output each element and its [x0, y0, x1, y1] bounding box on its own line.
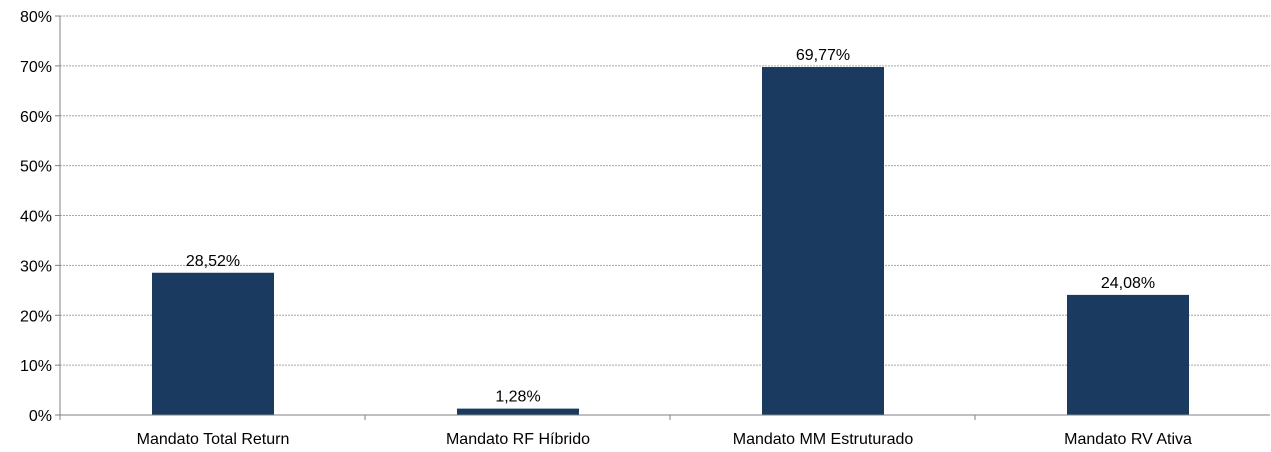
- data-label: 28,52%: [186, 253, 240, 270]
- y-tick-label: 10%: [20, 358, 52, 375]
- bar-1: [152, 272, 274, 415]
- x-tick-label: Mandato Total Return: [137, 431, 290, 448]
- y-tick-label: 40%: [20, 209, 52, 226]
- y-tick-label: 80%: [20, 9, 52, 26]
- x-tick-label: Mandato RF Híbrido: [446, 431, 590, 448]
- bars: [152, 67, 1189, 415]
- x-tick-label: Mandato RV Ativa: [1064, 431, 1192, 448]
- data-label: 69,77%: [796, 47, 850, 64]
- y-tick-label: 50%: [20, 159, 52, 176]
- y-tick-label: 0%: [29, 408, 52, 425]
- axes: [55, 15, 1270, 420]
- bar-4: [1067, 294, 1189, 415]
- data-label: 1,28%: [495, 389, 540, 406]
- bar-2: [457, 408, 579, 415]
- x-tick-label: Mandato MM Estruturado: [733, 431, 914, 448]
- y-tick-label: 60%: [20, 109, 52, 126]
- labels: 0% 10% 20% 30% 40% 50% 60% 70% 80% 28,52% Mandato …: [20, 9, 1192, 448]
- data-label: 24,08%: [1101, 275, 1155, 292]
- y-tick-label: 30%: [20, 258, 52, 275]
- y-tick-label: 20%: [20, 308, 52, 325]
- bar-3: [762, 67, 884, 415]
- y-tick-label: 70%: [20, 59, 52, 76]
